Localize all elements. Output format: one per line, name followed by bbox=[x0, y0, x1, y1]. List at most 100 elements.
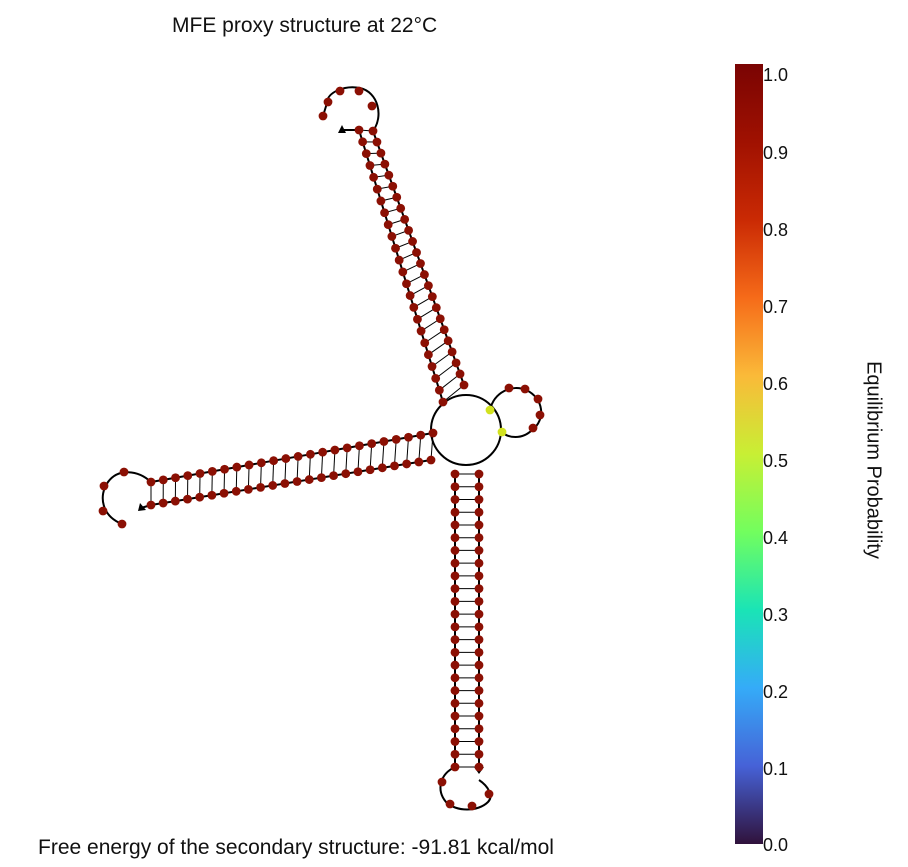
nucleotide bbox=[420, 270, 429, 279]
nucleotide bbox=[474, 507, 484, 517]
nucleotide bbox=[450, 507, 460, 517]
five-prime-arrow bbox=[338, 125, 346, 133]
nucleotide bbox=[388, 181, 398, 191]
nucleotide bbox=[416, 259, 425, 268]
nucleotide bbox=[535, 410, 545, 420]
nucleotide bbox=[335, 86, 345, 96]
nucleotide bbox=[485, 405, 495, 415]
nucleotide bbox=[256, 482, 265, 492]
nucleotide bbox=[383, 220, 393, 230]
nucleotide bbox=[474, 762, 484, 772]
free-energy-text: Free energy of the secondary structure: … bbox=[38, 836, 554, 859]
nucleotide bbox=[392, 192, 402, 202]
backbone-strand bbox=[150, 459, 432, 506]
nucleotide bbox=[119, 467, 129, 477]
nucleotide bbox=[450, 737, 460, 746]
nucleotide bbox=[195, 469, 205, 478]
nucleotide bbox=[207, 466, 217, 476]
nucleotide bbox=[341, 469, 351, 479]
nucleotide bbox=[409, 302, 419, 312]
colorbar-tick: 0.8 bbox=[763, 220, 789, 240]
base-pairs bbox=[150, 129, 479, 768]
nucleotide bbox=[520, 384, 530, 394]
nucleotide bbox=[474, 533, 484, 543]
nucleotide bbox=[427, 362, 437, 371]
nucleotide bbox=[450, 749, 460, 759]
nucleotide bbox=[412, 248, 421, 257]
nucleotide bbox=[369, 172, 379, 182]
nucleotide bbox=[402, 459, 412, 469]
nucleotide bbox=[391, 243, 400, 253]
backbone-strand bbox=[150, 432, 434, 483]
colorbar-tick: 0.0 bbox=[763, 835, 789, 855]
base-pair-bond bbox=[418, 435, 422, 462]
nucleotide bbox=[450, 482, 460, 492]
nucleotide bbox=[450, 469, 460, 479]
nucleotide bbox=[98, 506, 108, 516]
colorbar-tick: 0.7 bbox=[763, 297, 789, 317]
nucleotide bbox=[474, 737, 484, 746]
nucleotide bbox=[474, 622, 484, 632]
nucleotide bbox=[427, 292, 437, 302]
nucleotide bbox=[408, 237, 417, 246]
nucleotide bbox=[402, 279, 411, 289]
nucleotide bbox=[171, 473, 180, 483]
nucleotide bbox=[455, 369, 465, 379]
nucleotide bbox=[376, 196, 386, 206]
nucleotide bbox=[396, 203, 406, 213]
colorbar-tick: 1.0 bbox=[763, 65, 789, 85]
nucleotide bbox=[292, 477, 302, 486]
nucleotide bbox=[413, 314, 422, 324]
nucleotide bbox=[380, 208, 389, 218]
nucleotide bbox=[377, 463, 387, 473]
colorbar-tick: 0.3 bbox=[763, 605, 789, 625]
nucleotide bbox=[450, 558, 460, 568]
nucleotide bbox=[304, 475, 314, 484]
nucleotide bbox=[146, 500, 156, 510]
nucleotide bbox=[243, 484, 253, 494]
nucleotide bbox=[379, 437, 389, 446]
nucleotide bbox=[117, 519, 127, 529]
nucleotide bbox=[451, 358, 461, 368]
nucleotide bbox=[367, 101, 377, 111]
nucleotide bbox=[450, 622, 460, 632]
nucleotide bbox=[474, 660, 484, 670]
nucleotide bbox=[404, 432, 413, 442]
nucleotide bbox=[474, 469, 484, 479]
nucleotide bbox=[317, 473, 326, 483]
nucleotide bbox=[426, 455, 436, 465]
colorbar-tick: 0.5 bbox=[763, 451, 789, 471]
nucleotide bbox=[170, 496, 180, 506]
nucleotide bbox=[434, 385, 444, 395]
plot-title: MFE proxy structure at 22°C bbox=[172, 14, 438, 37]
nucleotide bbox=[450, 686, 460, 695]
nucleotide bbox=[183, 494, 192, 504]
nucleotide bbox=[342, 443, 352, 453]
nucleotide bbox=[435, 314, 445, 324]
nucleotide bbox=[394, 255, 404, 265]
nucleotide bbox=[231, 486, 241, 496]
nucleotide bbox=[474, 495, 484, 504]
nucleotide bbox=[380, 159, 390, 169]
nucleotide bbox=[318, 111, 328, 121]
nucleotide bbox=[329, 471, 339, 481]
nucleotide bbox=[232, 462, 242, 472]
nucleotide bbox=[450, 546, 460, 555]
nucleotide bbox=[450, 673, 460, 683]
nucleotide bbox=[450, 635, 460, 645]
backbone-strand bbox=[358, 129, 444, 403]
nucleotide bbox=[450, 762, 460, 772]
nucleotide bbox=[474, 647, 484, 657]
nucleotide bbox=[474, 698, 484, 708]
nucleotide bbox=[146, 477, 156, 487]
colorbar-label: Equilibrium Probability bbox=[862, 361, 885, 559]
nucleotide bbox=[219, 488, 229, 498]
secondary-structure-diagram bbox=[98, 86, 545, 811]
nucleotide bbox=[431, 303, 441, 313]
nucleotide bbox=[398, 267, 408, 277]
left-stem bbox=[150, 432, 434, 505]
nucleotide bbox=[368, 126, 378, 136]
colorbar-tick: 0.6 bbox=[763, 374, 789, 394]
nucleotide bbox=[450, 698, 460, 708]
nucleotide bbox=[354, 125, 364, 135]
